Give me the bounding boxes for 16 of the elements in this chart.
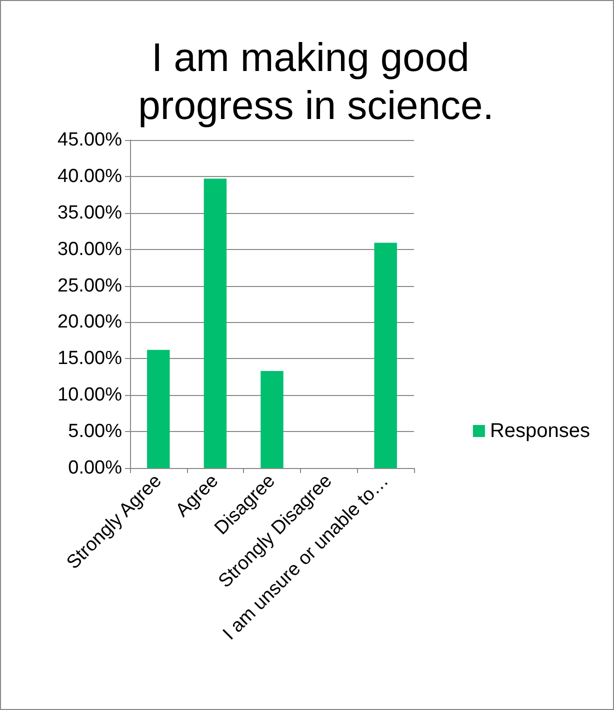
y-tick-label: 35.00% [58, 202, 122, 224]
bar [260, 371, 284, 468]
y-tick-label: 10.00% [58, 384, 122, 406]
y-tick-label: 20.00% [58, 312, 122, 333]
y-tick-label: 25.00% [58, 275, 122, 296]
bar [147, 350, 170, 468]
chart-title: I am making good progress in science. [138, 36, 494, 128]
y-tick-label: 30.00% [58, 238, 122, 260]
bar [374, 242, 397, 468]
y-tick-label: 0.00% [68, 458, 122, 478]
bar [204, 178, 227, 468]
y-tick-label: 40.00% [58, 166, 122, 187]
legend-label: Responses [490, 420, 590, 442]
y-tick-label: 15.00% [58, 348, 122, 370]
y-tick-label: 5.00% [68, 421, 122, 442]
y-tick-label: 45.00% [58, 130, 122, 150]
